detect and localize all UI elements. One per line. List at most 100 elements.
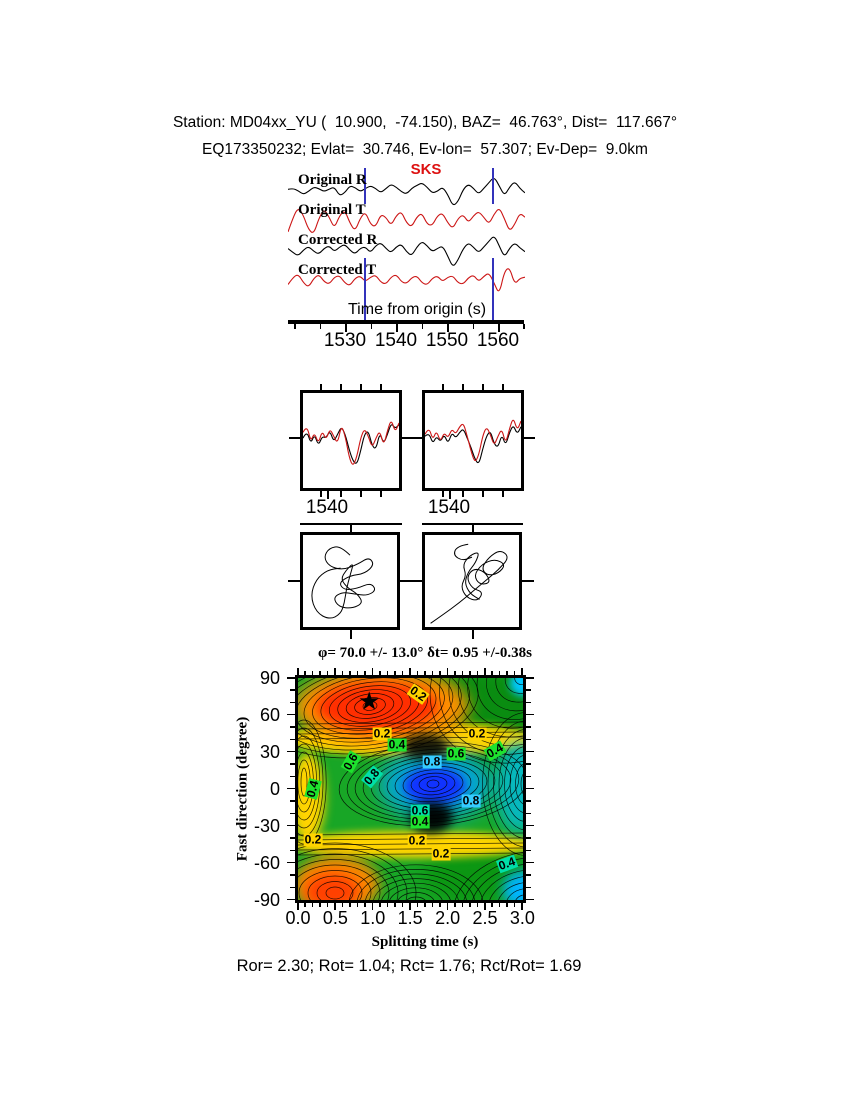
- tick-mark: [290, 689, 295, 691]
- tick-mark: [526, 775, 531, 778]
- ratio-footer: Ror= 2.30; Rot= 1.04; Rct= 1.76; Rct/Rot…: [236, 957, 582, 975]
- tick-mark: [379, 903, 381, 907]
- comparison-fast-trace: [302, 424, 400, 464]
- tick-label: -60: [253, 853, 280, 873]
- contour-line: [457, 678, 523, 738]
- tick-mark: [304, 903, 306, 907]
- tick-mark: [350, 523, 352, 532]
- contour-line: [520, 773, 523, 795]
- contour-line: [365, 873, 467, 900]
- contour-lines: [298, 678, 523, 900]
- tick-mark: [447, 323, 449, 332]
- tick-mark: [289, 437, 300, 439]
- contour-line: [298, 726, 523, 730]
- tick-mark: [442, 491, 444, 497]
- contour-level-label: 0.4: [387, 737, 407, 752]
- contour-line: [338, 741, 523, 827]
- event-header-line2: EQ173350232; Evlat= 30.746, Ev-lon= 57.3…: [202, 141, 648, 158]
- contour-line: [504, 746, 523, 822]
- tick-mark: [288, 580, 300, 582]
- tick-mark: [401, 903, 404, 907]
- tick-mark: [400, 580, 412, 582]
- contour-line: [381, 882, 451, 900]
- tick-mark: [526, 837, 531, 839]
- tick-label: 1.0: [360, 908, 386, 928]
- tick-mark: [439, 671, 441, 675]
- contour-line: [298, 864, 381, 900]
- tick-label: 0.0: [285, 908, 311, 928]
- contour-line: [298, 853, 399, 900]
- particle-motion-curve: [454, 543, 473, 561]
- tick-mark: [526, 886, 531, 889]
- tick-mark: [341, 671, 344, 675]
- tick-mark: [290, 701, 295, 704]
- particle-motion-plot-right: [430, 543, 508, 624]
- tick-mark: [526, 701, 531, 704]
- tick-mark: [526, 677, 534, 679]
- particle-motion-curve: [311, 546, 376, 619]
- tick-mark: [409, 668, 411, 675]
- tick-mark: [472, 523, 474, 532]
- tick-mark: [461, 671, 464, 675]
- tick-label: 1530: [323, 330, 367, 351]
- contour-line: [497, 882, 523, 900]
- contour-line: [504, 678, 523, 694]
- tick-label: -30: [253, 816, 280, 836]
- particle-box-left: [300, 532, 400, 630]
- tick-mark: [526, 849, 531, 852]
- station-header-line1: Station: MD04xx_YU ( 10.900, -74.150), B…: [172, 114, 678, 131]
- comparison-box-right: [422, 390, 524, 491]
- tick-mark: [349, 671, 351, 675]
- trace-corrected-t: [288, 268, 525, 292]
- tick-label: 2.5: [472, 908, 498, 928]
- contour-level-label: 0.2: [431, 846, 451, 861]
- tick-mark: [360, 384, 362, 390]
- tick-mark: [290, 738, 295, 741]
- tick-mark: [402, 437, 413, 439]
- tick-mark: [319, 903, 321, 907]
- tick-mark: [320, 384, 322, 390]
- contour-line: [362, 752, 504, 816]
- tick-mark: [498, 903, 501, 907]
- contour-line: [349, 864, 483, 900]
- tick-mark: [416, 671, 419, 675]
- contour-line: [418, 776, 448, 792]
- contour-level-label: 0.2: [467, 726, 487, 741]
- tick-mark: [502, 491, 504, 497]
- tick-mark: [356, 903, 359, 907]
- contour-line: [298, 678, 471, 755]
- tick-mark: [521, 668, 523, 675]
- tick-mark: [482, 384, 484, 390]
- tick-mark: [526, 738, 531, 741]
- contour-line: [298, 859, 390, 900]
- comparison-slow-trace: [302, 421, 400, 465]
- tick-mark: [476, 671, 479, 675]
- tick-mark: [380, 384, 382, 390]
- tick-mark: [506, 903, 508, 907]
- tick-mark: [462, 384, 464, 390]
- tick-mark: [526, 800, 531, 802]
- tick-mark: [526, 750, 534, 753]
- contour-line: [354, 748, 512, 820]
- comparison-right-tick-label: 1540: [427, 497, 471, 518]
- contour-line: [389, 887, 443, 900]
- tick-mark: [370, 323, 372, 329]
- contour-line: [298, 678, 454, 747]
- contour-line: [452, 850, 523, 900]
- tick-mark: [290, 775, 295, 778]
- tick-label: 1.5: [397, 908, 423, 928]
- tick-mark: [442, 384, 444, 390]
- contour-line: [467, 678, 523, 729]
- contour-line: [298, 848, 408, 900]
- tick-label: 60: [259, 705, 280, 725]
- contour-line: [298, 832, 523, 836]
- comparison-box-left: [300, 390, 402, 491]
- tick-mark: [394, 671, 396, 675]
- trace-original-t: [288, 208, 525, 233]
- trace-corrected-r: [288, 236, 525, 266]
- contour-line: [426, 779, 440, 789]
- tick-mark: [319, 323, 321, 329]
- contour-line: [337, 689, 403, 723]
- tick-mark: [513, 903, 516, 907]
- contour-line: [509, 755, 523, 813]
